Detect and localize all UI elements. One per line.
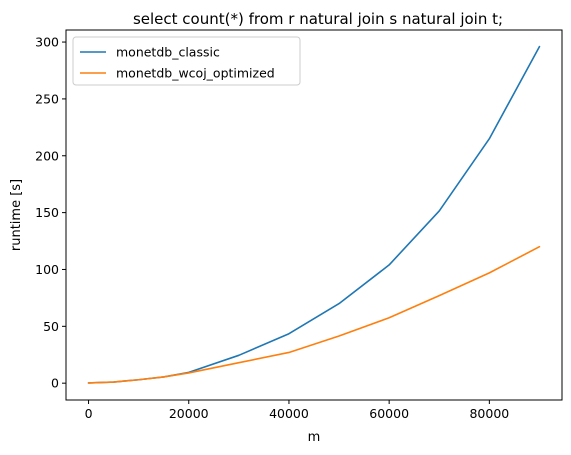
series-lines <box>87 45 541 384</box>
y-tick-label: 100 <box>35 262 59 277</box>
plot-frame <box>65 29 563 401</box>
y-tick-label: 300 <box>35 35 59 50</box>
series-line-monetdb-wcoj-optimized <box>87 245 541 384</box>
y-tick-label: 200 <box>35 148 59 163</box>
chart-title: select count(*) from r natural join s na… <box>133 10 503 28</box>
y-axis-label: runtime [s] <box>9 179 24 251</box>
x-tick-label: 60000 <box>369 406 409 421</box>
series-line-monetdb-classic <box>87 45 541 384</box>
x-axis-label: m <box>308 430 321 445</box>
y-tick-label: 0 <box>51 376 59 391</box>
legend-entry-label: monetdb_wcoj_optimized <box>116 66 275 81</box>
legend-box <box>72 36 301 86</box>
x-tick-label: 40000 <box>269 406 309 421</box>
legend: monetdb_classic monetdb_wcoj_optimized <box>72 36 301 86</box>
x-tick-label: 20000 <box>169 406 209 421</box>
x-tick-label: 80000 <box>469 406 509 421</box>
legend-entry-label: monetdb_classic <box>116 45 220 60</box>
y-axis: 0 50 100 150 200 250 300 <box>35 35 66 391</box>
x-tick-label: 0 <box>85 406 93 421</box>
y-tick-label: 150 <box>35 205 59 220</box>
y-tick-label: 250 <box>35 91 59 106</box>
x-axis: 0 20000 40000 60000 80000 <box>85 400 509 421</box>
y-tick-label: 50 <box>43 319 59 334</box>
